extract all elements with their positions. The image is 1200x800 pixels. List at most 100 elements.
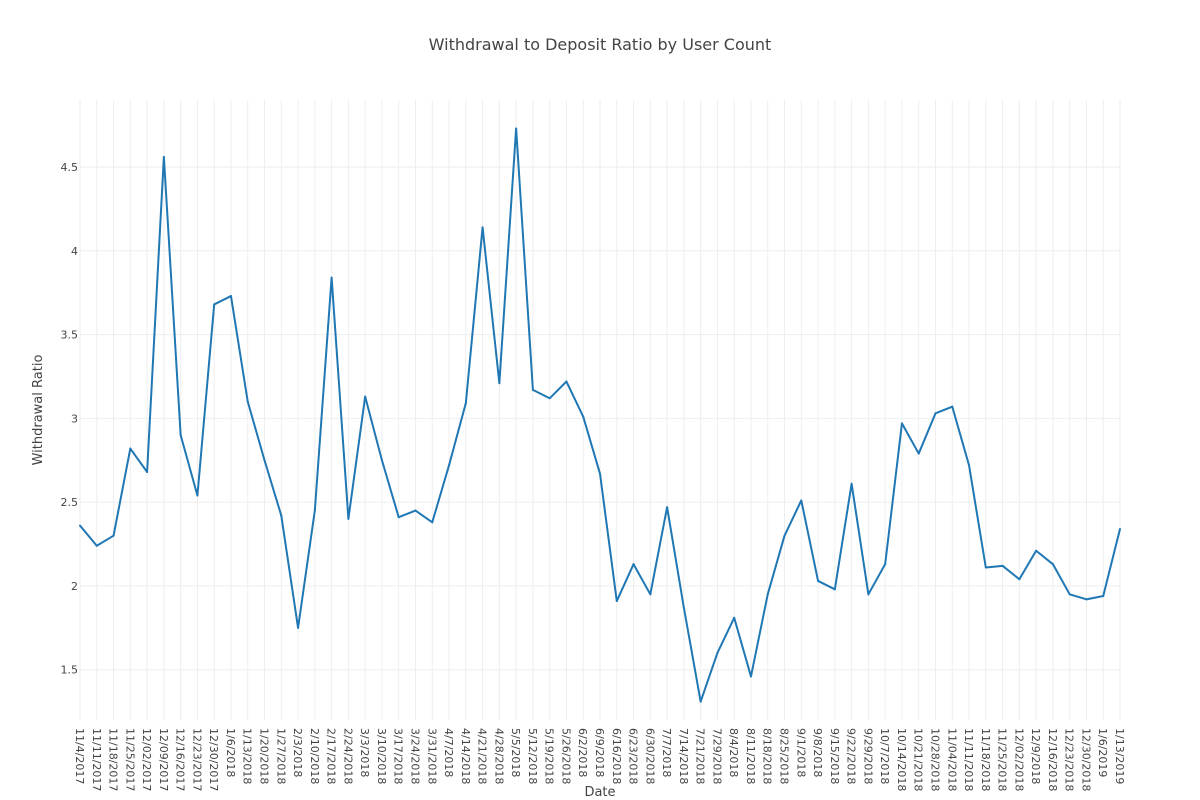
x-tick-label: 5/26/2018 — [559, 728, 572, 784]
x-gridlines — [79, 100, 1121, 720]
x-tick-label: 9/15/2018 — [828, 728, 841, 784]
x-axis-title: Date — [584, 785, 615, 800]
x-tick-label: 7/29/2018 — [710, 728, 723, 784]
x-axis-ticks: 11/4/2017 11/11/2017 11/18/2017 11/25/2017 1… — [73, 728, 1126, 791]
x-tick-label: 12/30/2017 — [207, 728, 220, 791]
data-point — [548, 397, 551, 400]
y-tick-label: 4 — [71, 245, 78, 258]
data-point — [1102, 595, 1105, 597]
y-axis-title: Withdrawal Ratio — [31, 355, 46, 466]
data-point — [917, 452, 920, 455]
x-tick-label: 8/18/2018 — [761, 728, 774, 784]
data-point — [934, 412, 937, 415]
x-tick-label: 4/7/2018 — [442, 728, 455, 777]
y-tick-label: 4.5 — [61, 161, 79, 174]
x-tick-label: 8/11/2018 — [744, 728, 757, 784]
x-tick-label: 8/25/2018 — [778, 728, 791, 784]
x-tick-label: 12/9/2018 — [1029, 728, 1042, 784]
x-tick-label: 11/25/2017 — [123, 728, 136, 791]
data-point — [666, 506, 669, 509]
x-tick-label: 9/29/2018 — [861, 728, 874, 784]
data-point — [615, 600, 618, 603]
x-tick-label: 7/21/2018 — [694, 728, 707, 784]
data-point — [783, 534, 786, 537]
data-point — [984, 566, 987, 569]
data-point — [1051, 563, 1054, 566]
x-tick-label: 1/13/2018 — [241, 728, 254, 784]
x-tick-label: 12/09/2017 — [157, 728, 170, 791]
x-tick-label: 3/10/2018 — [375, 728, 388, 784]
data-point — [582, 415, 585, 418]
x-tick-label: 9/22/2018 — [845, 728, 858, 784]
data-point — [380, 459, 383, 462]
data-point — [79, 524, 81, 527]
data-point — [179, 434, 182, 437]
x-tick-label: 6/2/2018 — [576, 728, 589, 777]
data-point — [766, 593, 769, 596]
data-point — [1018, 578, 1021, 581]
data-point — [263, 459, 266, 462]
data-point — [162, 155, 165, 158]
x-tick-label: 1/13/2019 — [1113, 728, 1126, 784]
x-tick-label: 12/02/2018 — [1012, 728, 1025, 791]
data-point — [498, 382, 501, 385]
data-point — [900, 422, 903, 425]
x-tick-label: 12/16/2018 — [1046, 728, 1059, 791]
data-point — [699, 700, 702, 703]
x-tick-label: 4/28/2018 — [492, 728, 505, 784]
data-point — [682, 606, 685, 609]
data-point — [330, 276, 333, 279]
x-tick-label: 11/11/2017 — [90, 728, 103, 791]
data-point — [833, 588, 836, 591]
y-tick-label: 2.5 — [61, 496, 79, 509]
x-tick-label: 11/04/2018 — [945, 728, 958, 791]
x-tick-label: 11/4/2017 — [73, 728, 86, 784]
data-point — [867, 593, 870, 596]
data-point — [850, 482, 853, 485]
x-tick-label: 1/6/2018 — [224, 728, 237, 777]
x-tick-label: 4/21/2018 — [476, 728, 489, 784]
data-point — [565, 380, 568, 383]
y-tick-label: 1.5 — [61, 664, 79, 677]
x-tick-label: 11/18/2017 — [107, 728, 120, 791]
x-tick-label: 10/7/2018 — [878, 728, 891, 784]
data-point — [280, 514, 283, 517]
x-tick-label: 6/9/2018 — [593, 728, 606, 777]
x-tick-label: 10/28/2018 — [928, 728, 941, 791]
data-point — [112, 534, 115, 537]
data-point — [800, 499, 803, 502]
x-tick-label: 8/4/2018 — [727, 728, 740, 777]
x-tick-label: 3/31/2018 — [425, 728, 438, 784]
x-tick-label: 2/10/2018 — [308, 728, 321, 784]
series-group — [79, 127, 1121, 703]
x-tick-label: 5/5/2018 — [509, 728, 522, 777]
data-point — [817, 579, 820, 582]
x-tick-label: 9/8/2018 — [811, 728, 824, 777]
data-point — [229, 295, 232, 298]
data-point — [884, 563, 887, 566]
data-point — [95, 544, 98, 547]
data-point — [951, 405, 954, 408]
x-tick-label: 5/12/2018 — [526, 728, 539, 784]
x-tick-label: 2/24/2018 — [341, 728, 354, 784]
data-point — [347, 517, 350, 520]
y-tick-label: 3.5 — [61, 329, 79, 342]
data-point — [246, 400, 249, 403]
x-tick-label: 11/18/2018 — [979, 728, 992, 791]
data-point — [1068, 593, 1071, 596]
x-tick-label: 6/30/2018 — [643, 728, 656, 784]
data-point — [968, 464, 971, 467]
data-point — [364, 395, 367, 398]
data-point — [716, 651, 719, 654]
chart-title: Withdrawal to Deposit Ratio by User Coun… — [429, 35, 772, 54]
y-tick-label: 2 — [71, 580, 78, 593]
x-tick-label: 12/23/2018 — [1063, 728, 1076, 791]
data-point — [599, 472, 601, 475]
data-point — [649, 593, 652, 596]
data-point — [464, 402, 467, 405]
x-tick-label: 5/19/2018 — [543, 728, 556, 784]
x-tick-label: 11/11/2018 — [962, 728, 975, 791]
x-tick-label: 12/23/2017 — [190, 728, 203, 791]
x-tick-label: 1/20/2018 — [258, 728, 271, 784]
